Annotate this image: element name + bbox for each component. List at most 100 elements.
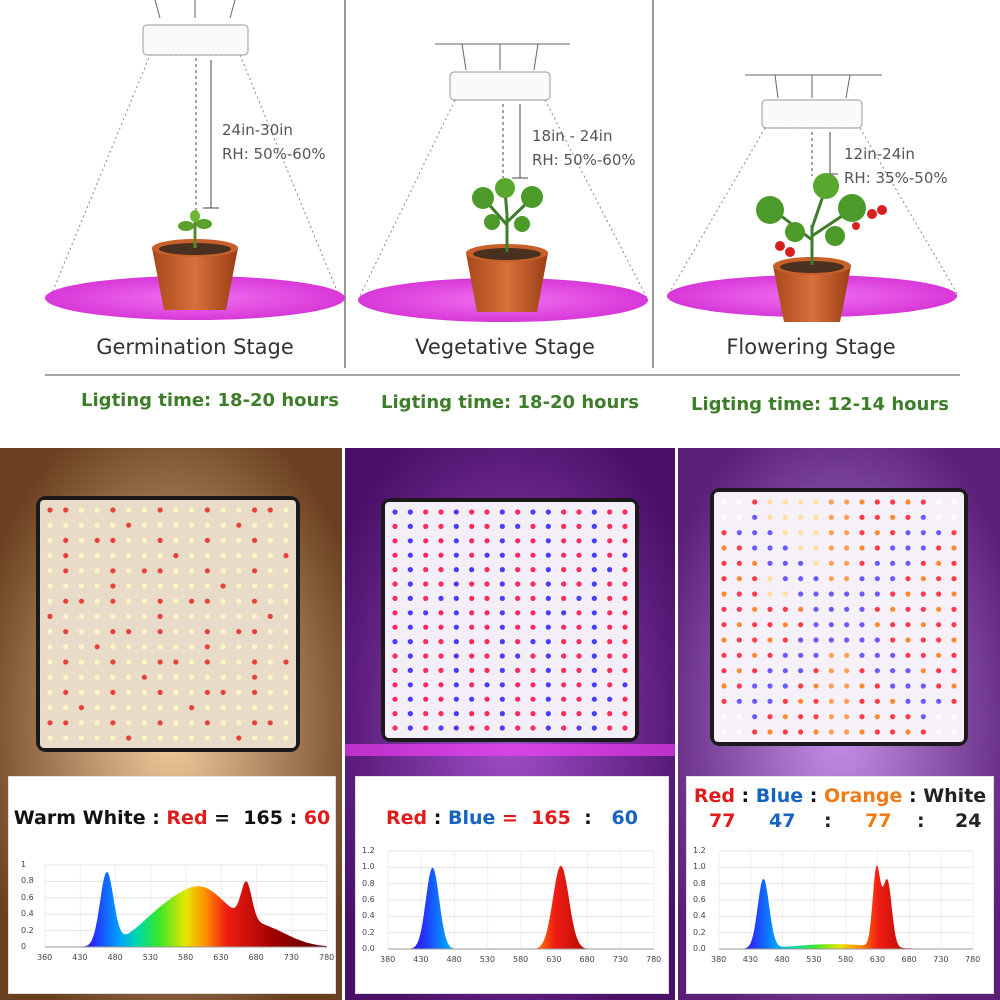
led-dot — [920, 698, 926, 704]
led-dot — [220, 674, 226, 680]
led-dot — [545, 682, 551, 688]
led-dot — [78, 507, 85, 513]
led-dot — [813, 622, 819, 628]
led-dot — [78, 613, 85, 619]
led-dot — [890, 729, 896, 735]
led-dot — [141, 598, 147, 604]
led-dot — [936, 560, 942, 566]
led-dot — [736, 560, 742, 566]
led-dot — [407, 653, 413, 659]
led-dot — [251, 689, 258, 695]
led-dot — [63, 674, 69, 680]
led-dot — [874, 668, 880, 674]
led-dot — [591, 711, 597, 717]
led-dot — [220, 689, 226, 695]
led-dot — [110, 644, 116, 650]
led-dot — [407, 610, 413, 616]
led-dot — [515, 538, 521, 544]
led-dot — [236, 629, 242, 635]
spectrum-card-redblue: Red : Blue = 165 : 60 1.2 1.0 0.8 0.6 0.4 0.2… — [355, 776, 669, 994]
led-dot — [267, 659, 273, 665]
led-dot — [890, 514, 896, 520]
led-dot — [94, 537, 100, 543]
led-dot — [392, 696, 398, 702]
ratio-part: : — [734, 785, 756, 807]
led-dot — [220, 720, 226, 726]
led-dot — [530, 696, 536, 702]
led-dot — [141, 674, 147, 680]
led-dot — [438, 653, 444, 659]
led-dot — [798, 683, 804, 689]
led-dot — [173, 522, 179, 528]
led-dot — [453, 523, 459, 529]
led-dot — [251, 735, 258, 741]
led-dot — [561, 711, 567, 717]
led-dot — [484, 581, 490, 587]
led-dot — [905, 514, 911, 520]
led-dot — [236, 613, 242, 619]
led-dot — [157, 537, 163, 543]
led-dot — [905, 606, 911, 612]
y-tick-label: 0.4 — [362, 911, 375, 921]
led-dot — [874, 591, 880, 597]
led-dot — [890, 530, 896, 536]
led-dot — [607, 667, 613, 673]
led-dot — [890, 591, 896, 597]
led-dot — [407, 552, 413, 558]
y-tick-label: 0.4 — [21, 909, 34, 919]
led-dot — [622, 581, 628, 587]
led-dot — [407, 639, 413, 645]
led-dot — [126, 705, 132, 711]
led-dot — [438, 509, 444, 515]
led-dot — [236, 553, 242, 559]
led-dot — [890, 652, 896, 658]
led-dot — [545, 711, 551, 717]
led-dot — [828, 606, 834, 612]
led-dot — [874, 514, 880, 520]
led-dot — [47, 522, 53, 528]
led-dot — [267, 507, 273, 513]
vegetative-illustration — [357, 43, 649, 322]
led-dot — [499, 639, 505, 645]
led-dot — [283, 537, 289, 543]
led-dot — [173, 689, 179, 695]
led-dot — [515, 581, 521, 587]
led-dot — [141, 659, 147, 665]
x-tick-label: 680 — [248, 953, 264, 962]
x-tick-label: 530 — [479, 955, 496, 964]
led-dot — [859, 530, 865, 536]
led-dot — [47, 705, 53, 711]
led-dot — [905, 591, 911, 597]
led-dot — [110, 629, 116, 635]
led-dot — [267, 522, 273, 528]
led-dot — [591, 610, 597, 616]
led-dot — [920, 714, 926, 720]
led-dot — [622, 711, 628, 717]
led-dot — [752, 698, 758, 704]
led-dot — [267, 583, 273, 589]
led-dot — [283, 689, 289, 695]
led-dot — [515, 711, 521, 717]
led-dot — [828, 698, 834, 704]
led-dot — [844, 622, 850, 628]
led-dot — [499, 538, 505, 544]
led-dot — [905, 729, 911, 735]
led-dot — [157, 629, 163, 635]
led-dot — [545, 696, 551, 702]
lighting-time-vegetative: Ligting time: 18-20 hours — [381, 392, 639, 413]
ratio-values: 77 47: 77: 24 — [687, 810, 993, 834]
led-dot — [453, 653, 459, 659]
led-dot — [499, 653, 505, 659]
led-dot — [438, 610, 444, 616]
led-dot — [782, 499, 788, 505]
led-dot — [844, 637, 850, 643]
x-tick-label: 530 — [806, 955, 822, 964]
spectrum-card-warm: Warm White : Red = 165 : 60 1 0.8 0.6 0.4 0.… — [8, 776, 336, 994]
led-dot — [499, 581, 505, 587]
led-dot — [936, 606, 942, 612]
led-dot — [392, 509, 398, 515]
led-dot — [530, 509, 536, 515]
led-dot — [499, 610, 505, 616]
led-dot — [530, 538, 536, 544]
led-dot — [561, 509, 567, 515]
